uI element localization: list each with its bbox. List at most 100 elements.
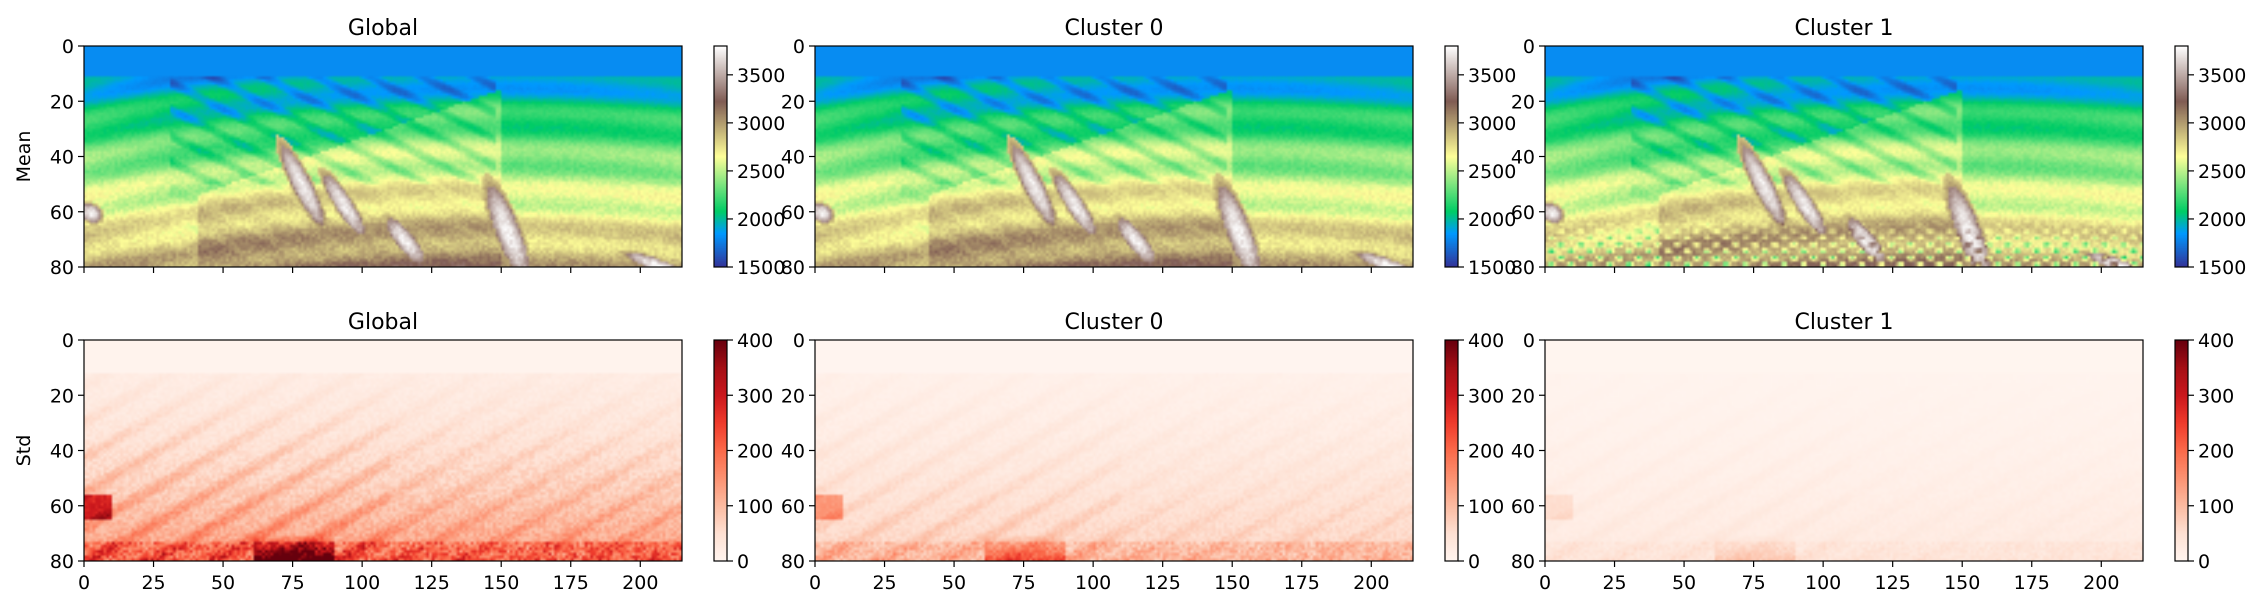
x-tick-label: 50 bbox=[1672, 572, 1696, 594]
panel-title: Cluster 0 bbox=[1064, 310, 1163, 335]
y-tick-label: 20 bbox=[781, 91, 805, 113]
x-tick-label: 25 bbox=[872, 572, 896, 594]
y-tick-label: 0 bbox=[1523, 330, 1535, 352]
colorbar-tick-label: 2500 bbox=[737, 161, 785, 183]
y-tick-label: 80 bbox=[1511, 551, 1535, 573]
colorbar-tick-label: 3000 bbox=[737, 113, 785, 135]
colorbar-tick-label: 1500 bbox=[1468, 257, 1516, 279]
y-tick-label: 40 bbox=[50, 147, 74, 169]
x-tick-label: 200 bbox=[1353, 572, 1389, 594]
panel-title: Cluster 1 bbox=[1794, 16, 1893, 41]
colorbar-tick-label: 3000 bbox=[1468, 113, 1516, 135]
y-tick-label: 0 bbox=[793, 330, 805, 352]
y-tick-label: 20 bbox=[1511, 385, 1535, 407]
y-tick-label: 40 bbox=[781, 441, 805, 463]
x-tick-label: 175 bbox=[553, 572, 589, 594]
y-tick-label: 20 bbox=[50, 385, 74, 407]
colorbar-tick-label: 2500 bbox=[2198, 161, 2246, 183]
y-tick-label: 20 bbox=[50, 91, 74, 113]
colorbar-tick-label: 200 bbox=[737, 441, 773, 463]
colorbar-tick-label: 0 bbox=[737, 551, 749, 573]
panel-2: Cluster 1 0 20 40 60 80 1500 2000 2500 3000 3500 bbox=[1511, 16, 2247, 279]
colorbar-tick-label: 1500 bbox=[737, 257, 785, 279]
colorbar-tick-label: 0 bbox=[2198, 551, 2210, 573]
x-tick-label: 50 bbox=[211, 572, 235, 594]
x-tick-label: 25 bbox=[1602, 572, 1626, 594]
colorbar-tick-label: 2000 bbox=[1468, 209, 1516, 231]
y-tick-label: 80 bbox=[50, 257, 74, 279]
x-tick-label: 25 bbox=[141, 572, 165, 594]
heatmap-image bbox=[1545, 340, 2143, 561]
panel-title: Cluster 0 bbox=[1064, 16, 1163, 41]
colorbar-tick-label: 3500 bbox=[737, 65, 785, 87]
row-label: Mean bbox=[13, 131, 35, 183]
colorbar-tick-label: 400 bbox=[2198, 330, 2234, 352]
x-tick-label: 50 bbox=[942, 572, 966, 594]
x-tick-label: 100 bbox=[344, 572, 380, 594]
x-tick-label: 125 bbox=[1145, 572, 1181, 594]
x-tick-label: 0 bbox=[1539, 572, 1551, 594]
x-tick-label: 100 bbox=[1075, 572, 1111, 594]
y-tick-label: 80 bbox=[50, 551, 74, 573]
colorbar-tick-label: 300 bbox=[2198, 385, 2234, 407]
colorbar-frame bbox=[1444, 45, 1459, 268]
heatmap-image bbox=[84, 340, 682, 561]
x-tick-label: 100 bbox=[1805, 572, 1841, 594]
heatmap-image bbox=[815, 46, 1413, 267]
x-tick-label: 75 bbox=[1742, 572, 1766, 594]
colorbar-tick-label: 1500 bbox=[2198, 257, 2246, 279]
x-tick-label: 150 bbox=[483, 572, 519, 594]
colorbar-tick-label: 2000 bbox=[2198, 209, 2246, 231]
colorbar-tick-label: 100 bbox=[737, 496, 773, 518]
x-tick-label: 75 bbox=[1012, 572, 1036, 594]
y-tick-label: 60 bbox=[50, 496, 74, 518]
x-tick-label: 200 bbox=[622, 572, 658, 594]
y-tick-label: 0 bbox=[793, 36, 805, 58]
colorbar-gradient bbox=[714, 46, 727, 267]
x-tick-label: 0 bbox=[78, 572, 90, 594]
colorbar-frame bbox=[713, 45, 728, 268]
x-tick-label: 200 bbox=[2083, 572, 2119, 594]
colorbar-tick-label: 100 bbox=[1468, 496, 1504, 518]
y-tick-label: 60 bbox=[1511, 202, 1535, 224]
x-tick-label: 150 bbox=[1214, 572, 1250, 594]
colorbar-tick-label: 2500 bbox=[1468, 161, 1516, 183]
x-tick-label: 125 bbox=[414, 572, 450, 594]
colorbar-tick-label: 300 bbox=[1468, 385, 1504, 407]
panel-1: Cluster 0 0 20 40 60 80 1500 2000 2500 3000 3500 bbox=[781, 16, 1517, 279]
colorbar-tick-label: 400 bbox=[737, 330, 773, 352]
y-tick-label: 20 bbox=[781, 385, 805, 407]
colorbar-tick-label: 100 bbox=[2198, 496, 2234, 518]
heatmap-image bbox=[815, 340, 1413, 561]
y-tick-label: 60 bbox=[781, 202, 805, 224]
y-tick-label: 60 bbox=[781, 496, 805, 518]
heatmap-image bbox=[84, 46, 682, 267]
colorbar-frame bbox=[2174, 45, 2189, 268]
y-tick-label: 40 bbox=[50, 441, 74, 463]
colorbar-gradient bbox=[1445, 340, 1458, 561]
colorbar-tick-label: 200 bbox=[1468, 441, 1504, 463]
y-tick-label: 0 bbox=[1523, 36, 1535, 58]
colorbar-tick-label: 2000 bbox=[737, 209, 785, 231]
x-tick-label: 0 bbox=[809, 572, 821, 594]
y-tick-label: 0 bbox=[62, 36, 74, 58]
colorbar-tick-label: 300 bbox=[737, 385, 773, 407]
x-tick-label: 150 bbox=[1944, 572, 1980, 594]
row-label: Std bbox=[13, 435, 35, 467]
x-tick-label: 75 bbox=[281, 572, 305, 594]
y-tick-label: 80 bbox=[1511, 257, 1535, 279]
y-tick-label: 60 bbox=[1511, 496, 1535, 518]
colorbar-tick-label: 3000 bbox=[2198, 113, 2246, 135]
colorbar-tick-label: 0 bbox=[1468, 551, 1480, 573]
colorbar-gradient bbox=[1445, 46, 1458, 267]
y-tick-label: 0 bbox=[62, 330, 74, 352]
panel-title: Cluster 1 bbox=[1794, 310, 1893, 335]
panel-title: Global bbox=[348, 310, 418, 335]
y-tick-label: 80 bbox=[781, 257, 805, 279]
y-tick-label: 60 bbox=[50, 202, 74, 224]
y-tick-label: 80 bbox=[781, 551, 805, 573]
colorbar-gradient bbox=[2175, 46, 2188, 267]
